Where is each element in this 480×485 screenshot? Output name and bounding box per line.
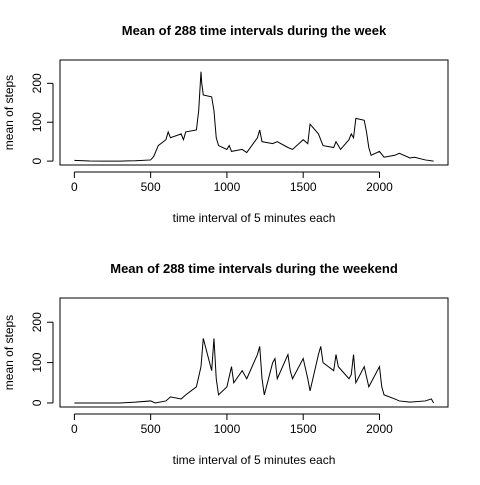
x-tick-label: 2000: [366, 180, 393, 194]
x-tick-label: 0: [71, 180, 78, 194]
x-tick-label: 1000: [214, 180, 241, 194]
y-tick-label: 100: [30, 352, 44, 372]
x-tick-label: 2000: [366, 422, 393, 436]
y-tick-label: 100: [30, 112, 44, 132]
y-tick-label: 200: [30, 312, 44, 332]
y-tick-label: 0: [30, 157, 44, 164]
x-tick-label: 1500: [290, 422, 317, 436]
y-tick-label: 200: [30, 73, 44, 93]
data-line: [74, 338, 435, 404]
x-tick-label: 500: [141, 422, 161, 436]
chart-title: Mean of 288 time intervals during the we…: [110, 261, 398, 276]
x-tick-label: 500: [141, 180, 161, 194]
x-axis-label: time interval of 5 minutes each: [173, 453, 336, 467]
y-tick-label: 0: [30, 399, 44, 406]
x-tick-label: 0: [71, 422, 78, 436]
x-axis-label: time interval of 5 minutes each: [173, 211, 336, 225]
y-axis-label: mean of steps: [2, 315, 16, 390]
plot-frame: [59, 59, 449, 166]
y-axis-label: mean of steps: [2, 75, 16, 150]
x-tick-label: 1500: [290, 180, 317, 194]
x-tick-label: 1000: [214, 422, 241, 436]
chart-title: Mean of 288 time intervals during the we…: [122, 23, 387, 38]
plot-frame: [59, 297, 449, 408]
data-line: [74, 71, 434, 162]
